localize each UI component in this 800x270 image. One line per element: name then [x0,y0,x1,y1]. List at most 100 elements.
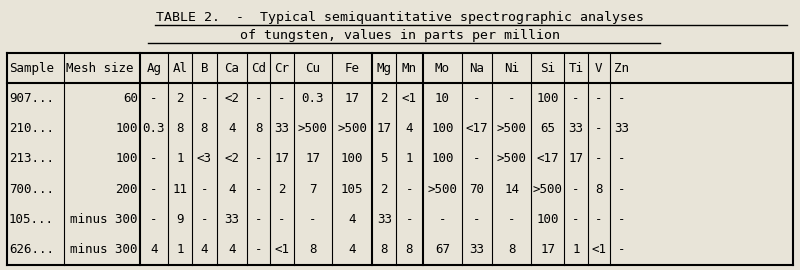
Text: 200: 200 [115,183,138,196]
Text: 5: 5 [381,153,388,166]
Text: 2: 2 [176,92,184,105]
Text: Mg: Mg [377,62,392,75]
Text: -: - [618,92,626,105]
Text: 7: 7 [309,183,317,196]
Text: -: - [150,92,158,105]
Text: <1: <1 [591,243,606,256]
Text: 213...: 213... [9,153,54,166]
Text: -: - [309,213,317,226]
Text: -: - [618,243,626,256]
Text: -: - [278,92,286,105]
Text: 8: 8 [201,122,208,135]
Text: Cd: Cd [251,62,266,75]
Text: Na: Na [470,62,485,75]
Text: -: - [150,153,158,166]
Text: 17: 17 [306,153,320,166]
Text: Al: Al [173,62,187,75]
Text: -: - [474,213,481,226]
Text: 4: 4 [201,243,208,256]
Text: Ti: Ti [569,62,583,75]
Text: -: - [438,213,446,226]
Text: Sample: Sample [9,62,54,75]
Text: 4: 4 [406,122,413,135]
Text: 8: 8 [309,243,317,256]
Text: -: - [254,183,262,196]
Text: -: - [201,183,208,196]
Text: 700...: 700... [9,183,54,196]
Text: 1: 1 [572,243,580,256]
Text: <1: <1 [402,92,417,105]
Text: >500: >500 [497,122,526,135]
Text: 1: 1 [176,243,184,256]
Text: 11: 11 [173,183,187,196]
Text: 8: 8 [406,243,413,256]
Text: -: - [572,92,580,105]
Text: 70: 70 [470,183,485,196]
Text: Mesh size: Mesh size [66,62,134,75]
Text: 17: 17 [540,243,555,256]
Text: Ca: Ca [224,62,239,75]
Text: 4: 4 [348,243,356,256]
Text: <2: <2 [224,92,239,105]
Text: >500: >500 [337,122,367,135]
Text: Si: Si [540,62,555,75]
Text: <17: <17 [537,153,559,166]
Text: -: - [572,213,580,226]
Text: -: - [618,213,626,226]
Text: 4: 4 [228,183,235,196]
Text: -: - [150,213,158,226]
Text: 17: 17 [377,122,392,135]
Text: 0.3: 0.3 [302,92,324,105]
Text: -: - [618,153,626,166]
Text: Ag: Ag [146,62,162,75]
Text: TABLE 2.  -  Typical semiquantitative spectrographic analyses: TABLE 2. - Typical semiquantitative spec… [156,12,644,25]
Text: 17: 17 [569,153,583,166]
Text: -: - [474,153,481,166]
Text: 100: 100 [115,153,138,166]
Text: Mn: Mn [402,62,417,75]
Text: 2: 2 [381,183,388,196]
Text: 4: 4 [348,213,356,226]
Text: 9: 9 [176,213,184,226]
Text: -: - [201,92,208,105]
Text: of tungsten, values in parts per million: of tungsten, values in parts per million [240,29,560,42]
Text: Mo: Mo [435,62,450,75]
Text: 10: 10 [435,92,450,105]
Text: 4: 4 [228,243,235,256]
Text: >500: >500 [533,183,562,196]
Text: 33: 33 [224,213,239,226]
Text: <1: <1 [274,243,290,256]
Text: V: V [595,62,602,75]
Text: 100: 100 [115,122,138,135]
Text: -: - [508,92,515,105]
Text: 1: 1 [176,153,184,166]
Text: 8: 8 [508,243,515,256]
Text: minus 300: minus 300 [70,243,138,256]
Text: -: - [254,243,262,256]
Text: 17: 17 [345,92,359,105]
Text: -: - [572,183,580,196]
Text: 14: 14 [504,183,519,196]
Text: 100: 100 [537,92,559,105]
Text: 33: 33 [614,122,629,135]
Text: -: - [254,92,262,105]
Text: 8: 8 [176,122,184,135]
Text: 33: 33 [569,122,583,135]
Text: 33: 33 [470,243,485,256]
Text: -: - [406,213,413,226]
Text: 105...: 105... [9,213,54,226]
Text: -: - [406,183,413,196]
Text: -: - [595,213,602,226]
Text: 100: 100 [431,153,454,166]
Text: 33: 33 [377,213,392,226]
Text: 65: 65 [540,122,555,135]
Text: 1: 1 [406,153,413,166]
Text: B: B [201,62,208,75]
Text: -: - [618,183,626,196]
Text: 8: 8 [381,243,388,256]
Text: 100: 100 [431,122,454,135]
Text: 2: 2 [381,92,388,105]
Text: >500: >500 [427,183,458,196]
Text: 105: 105 [341,183,363,196]
Text: 907...: 907... [9,92,54,105]
